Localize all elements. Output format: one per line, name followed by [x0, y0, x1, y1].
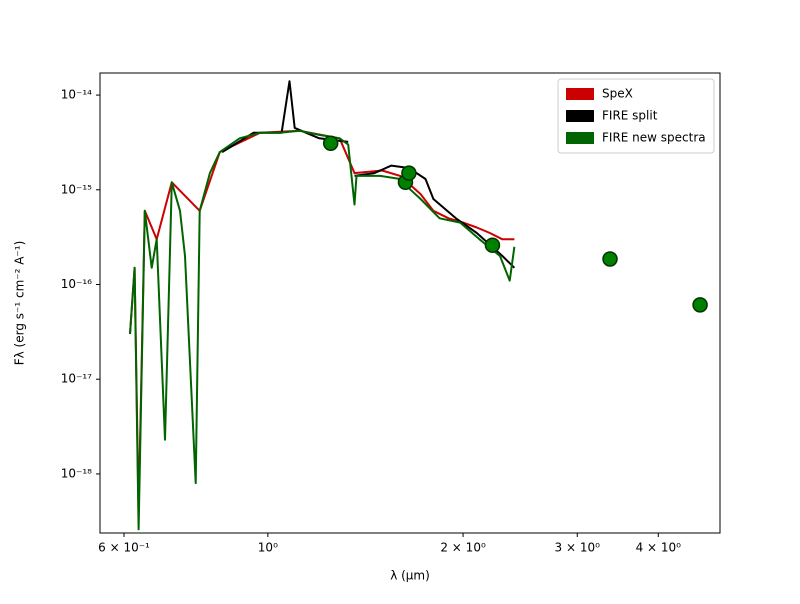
plot-area — [129, 80, 708, 531]
spectrum-line — [129, 129, 515, 513]
legend-label: SpeX — [602, 87, 633, 101]
x-tick-label: 3 × 10⁰ — [555, 541, 601, 555]
y-tick-label: 10⁻¹⁷ — [61, 372, 92, 386]
photometry-point — [692, 297, 708, 313]
y-tick-label: 10⁻¹⁸ — [61, 466, 92, 480]
photometry-point — [602, 251, 618, 267]
photometry-point — [322, 135, 339, 151]
y-tick-label: 10⁻¹⁴ — [61, 88, 92, 102]
y-tick-label: 10⁻¹⁶ — [61, 277, 92, 291]
legend-box — [557, 78, 715, 154]
plot-frame — [99, 72, 721, 534]
legend-label: FIRE new spectra — [602, 131, 706, 145]
x-tick-label: 6 × 10⁻¹ — [98, 541, 150, 555]
x-tick-label: 2 × 10⁰ — [440, 541, 486, 555]
spectrum-line — [129, 129, 516, 531]
x-tick-label: 10⁰ — [258, 541, 278, 555]
y-axis-label: Fλ (erg s⁻¹ cm⁻² A⁻¹) — [13, 241, 27, 366]
y-tick-label: 10⁻¹⁵ — [61, 182, 92, 196]
legend-swatch — [566, 110, 594, 122]
legend-label: FIRE split — [602, 109, 658, 123]
x-axis-label: λ (μm) — [390, 569, 430, 583]
photometry-point — [484, 237, 501, 253]
legend-swatch — [566, 132, 594, 144]
photometry-point — [401, 165, 417, 181]
x-tick-label: 4 × 10⁰ — [636, 541, 682, 555]
legend-swatch — [566, 88, 594, 100]
